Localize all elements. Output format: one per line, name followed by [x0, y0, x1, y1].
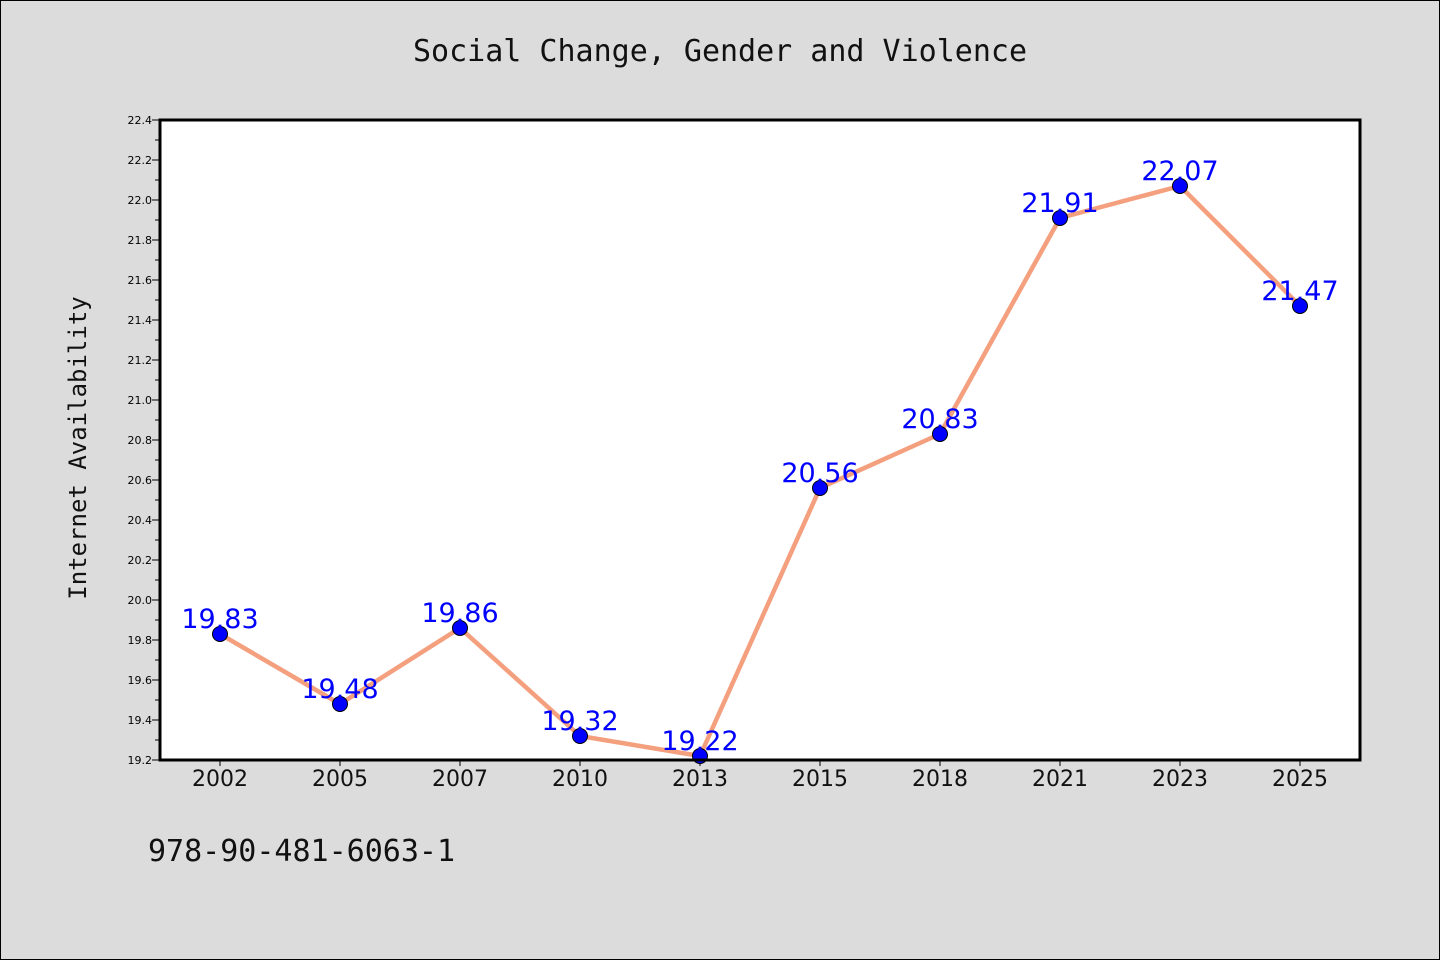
data-label: 19.48 [301, 674, 378, 705]
y-tick-label: 22.0 [128, 194, 153, 207]
x-tick-label: 2005 [312, 767, 368, 792]
x-tick-label: 2025 [1272, 767, 1328, 792]
y-tick-label: 22.2 [128, 154, 153, 167]
y-tick-label: 20.0 [128, 594, 153, 607]
plot-border [158, 118, 1362, 762]
data-point [212, 626, 228, 642]
data-point [1052, 210, 1068, 226]
y-tick-label: 19.2 [128, 754, 153, 767]
x-tick-label: 2002 [192, 767, 248, 792]
x-tick-label: 2013 [672, 767, 728, 792]
x-tick-label: 2010 [552, 767, 608, 792]
y-tick-label: 21.2 [128, 354, 153, 367]
data-point [932, 426, 948, 442]
x-tick-label: 2023 [1152, 767, 1208, 792]
data-label: 21.47 [1261, 276, 1338, 307]
y-tick-label: 21.0 [128, 394, 153, 407]
y-tick-label: 19.8 [128, 634, 153, 647]
y-tick-label: 22.4 [128, 114, 153, 127]
x-tick-label: 2018 [912, 767, 968, 792]
y-tick-label: 19.4 [128, 714, 153, 727]
data-label: 19.86 [421, 598, 498, 629]
x-tick-label: 2007 [432, 767, 488, 792]
data-point [332, 696, 348, 712]
data-label: 20.83 [901, 404, 978, 435]
data-label: 19.22 [661, 726, 738, 757]
x-tick-label: 2015 [792, 767, 848, 792]
y-tick-label: 20.2 [128, 554, 153, 567]
data-point [452, 620, 468, 636]
y-tick-label: 21.4 [128, 314, 153, 327]
y-tick-label: 20.8 [128, 434, 153, 447]
data-point [572, 728, 588, 744]
chart-title: Social Change, Gender and Violence [412, 34, 1028, 69]
data-label: 21.91 [1021, 188, 1098, 219]
y-tick-label: 19.6 [128, 674, 153, 687]
data-point [1292, 298, 1308, 314]
data-label: 20.56 [781, 458, 858, 489]
data-label: 22.07 [1141, 156, 1218, 187]
data-label: 19.83 [181, 604, 258, 635]
y-tick-label: 21.8 [128, 234, 153, 247]
y-tick-label: 20.4 [128, 514, 153, 527]
series-line [217, 183, 1303, 759]
x-tick-label: 2021 [1032, 767, 1088, 792]
data-point [1172, 178, 1188, 194]
y-tick-label: 20.6 [128, 474, 153, 487]
data-point [812, 480, 828, 496]
y-tick-label: 21.6 [128, 274, 153, 287]
plot-area [160, 120, 1360, 760]
isbn-text: 978-90-481-6063-1 [148, 834, 456, 869]
data-label: 19.32 [541, 706, 618, 737]
